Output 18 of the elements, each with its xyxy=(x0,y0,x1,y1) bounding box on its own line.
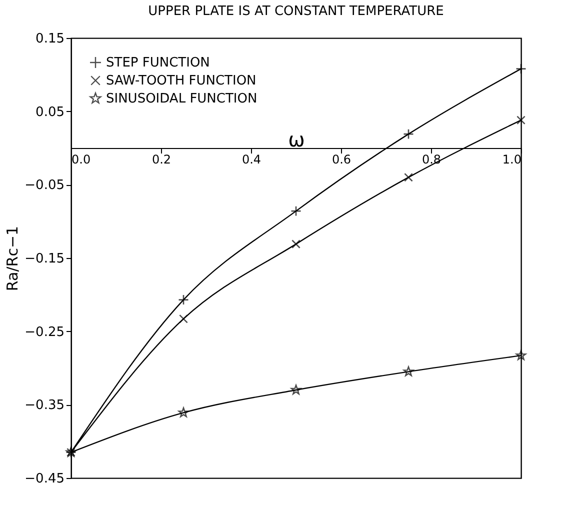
chart-title: UPPER PLATE IS AT CONSTANT TEMPERATURE xyxy=(148,4,444,19)
x-tick-label: 0.0 xyxy=(72,152,91,166)
y-tick-label: −0.35 xyxy=(24,398,64,414)
y-tick-label: −0.25 xyxy=(24,324,64,340)
y-tick-label: −0.05 xyxy=(24,178,64,194)
x-tick-label: 0.2 xyxy=(152,152,172,166)
x-tick-label: 0.6 xyxy=(332,152,352,166)
y-tick-label: 0.05 xyxy=(36,104,64,120)
legend-label: STEP FUNCTION xyxy=(106,56,210,70)
y-tick-label: −0.15 xyxy=(24,252,64,266)
y-tick-label: −0.45 xyxy=(24,472,64,486)
legend-label: SINUSOIDAL FUNCTION xyxy=(106,92,258,106)
legend-label: SAW-TOOTH FUNCTION xyxy=(106,74,256,88)
y-tick-label: 0.15 xyxy=(36,32,64,46)
x-axis-title: ω xyxy=(288,128,305,152)
x-tick-label: 0.4 xyxy=(242,152,262,166)
y-axis-title: Ra/Rc−1 xyxy=(4,226,22,292)
x-tick-label: 0.8 xyxy=(422,152,442,166)
